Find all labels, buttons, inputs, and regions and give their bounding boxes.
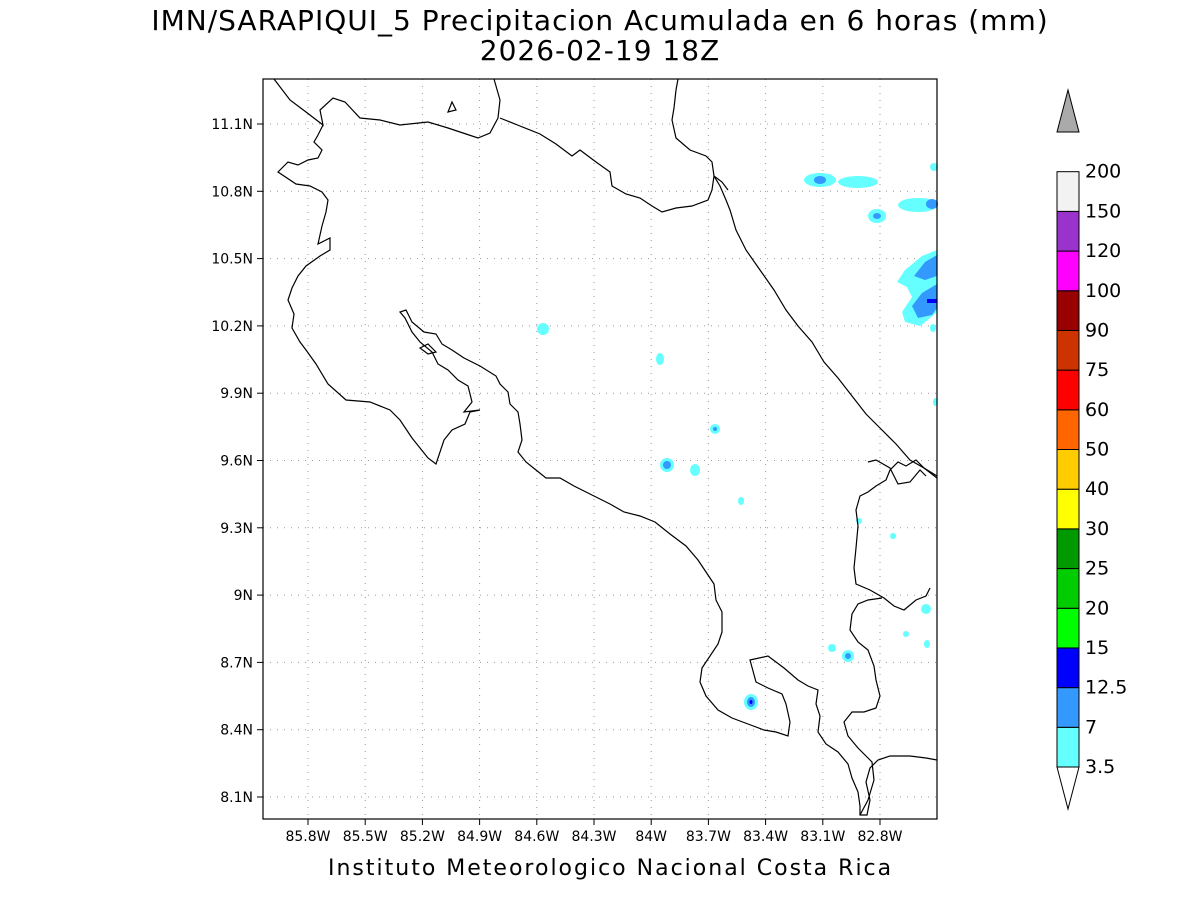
colorbar-level-label: 20 xyxy=(1085,597,1109,619)
lon-tick-label: 84.3W xyxy=(571,829,616,845)
colorbar-segment xyxy=(1056,369,1080,411)
caribbean-coastline xyxy=(671,78,938,479)
precip-cell xyxy=(924,640,930,648)
lat-tick-label: 10.2N xyxy=(211,319,253,335)
precip-cell xyxy=(927,299,937,303)
plot-title: IMN/SARAPIQUI_5 Precipitacion Acumulada … xyxy=(151,4,1049,37)
precip-cell xyxy=(926,199,938,209)
lat-tick-label: 10.8N xyxy=(211,184,253,200)
colorbar-under-triangle xyxy=(1056,766,1080,811)
colorbar-level-label: 120 xyxy=(1085,240,1121,262)
footer-credit: Instituto Meteorologico Nacional Costa R… xyxy=(328,856,894,881)
colorbar-legend: 3.5 7 12.5 15 20 25 30 40 50 60 75 90 100 120 150 200 xyxy=(1056,88,1127,811)
coastlines-and-borders xyxy=(273,78,938,816)
colorbar-segment xyxy=(1056,409,1080,450)
colorbar-level-label: 25 xyxy=(1085,558,1109,580)
lat-tick-label: 8.7N xyxy=(220,655,253,671)
lon-tick-label: 84.9W xyxy=(457,829,502,845)
lat-tick-label: 10.5N xyxy=(211,252,253,268)
lat-tick-label: 8.4N xyxy=(220,723,253,739)
lat-tick-label: 9.6N xyxy=(220,454,253,470)
lon-tick-label: 84.6W xyxy=(514,829,559,845)
colorbar-segment xyxy=(1056,171,1080,212)
lat-tick-label: 8.1N xyxy=(220,790,253,806)
precip-cell xyxy=(933,398,937,406)
pacific-coastline xyxy=(273,78,501,139)
lon-tick-label: 84W xyxy=(635,829,667,845)
precip-cell xyxy=(656,353,664,365)
precip-cell xyxy=(890,533,896,539)
colorbar-segment xyxy=(1056,568,1080,609)
colorbar-level-label: 15 xyxy=(1085,637,1109,659)
precip-cell xyxy=(930,163,938,171)
longitude-axis: 85.8W 85.5W 85.2W 84.9W 84.6W 84.3W 84W 83.7W 83… xyxy=(285,819,903,845)
colorbar-segment xyxy=(1056,250,1080,292)
lon-tick-label: 85.2W xyxy=(400,829,445,845)
colorbar-level-label: 30 xyxy=(1085,518,1109,540)
precip-cell xyxy=(738,497,744,505)
precip-cell xyxy=(838,176,878,188)
lat-tick-label: 11.1N xyxy=(211,117,253,133)
colorbar-segment xyxy=(1056,726,1080,768)
panama-border xyxy=(853,459,938,611)
colorbar-segment xyxy=(1056,210,1080,252)
precip-cell xyxy=(663,461,671,469)
colorbar-segment xyxy=(1056,687,1080,728)
colorbar-level-label: 75 xyxy=(1085,359,1109,381)
precip-cell xyxy=(537,323,549,335)
precipitation-shading xyxy=(537,163,938,710)
precip-cell xyxy=(903,631,909,637)
colorbar-segment xyxy=(1056,528,1080,570)
precip-cell xyxy=(912,284,937,318)
lat-tick-label: 9.3N xyxy=(220,521,253,537)
lon-tick-label: 85.8W xyxy=(285,829,330,845)
lon-tick-label: 83.1W xyxy=(800,829,845,845)
plot-subtitle-datetime: 2026-02-19 18Z xyxy=(479,34,721,67)
colorbar-segment xyxy=(1056,607,1080,649)
lat-tick-label: 9N xyxy=(234,588,253,604)
colorbar-segment xyxy=(1056,488,1080,530)
gridlines xyxy=(263,79,937,819)
map-panel: 85.8W 85.5W 85.2W 84.9W 84.6W 84.3W 84W 83.7W 83… xyxy=(211,78,938,845)
colorbar-level-label: 12.5 xyxy=(1085,677,1127,699)
precip-cell xyxy=(921,604,931,614)
lon-tick-label: 83.4W xyxy=(743,829,788,845)
colorbar-level-label: 40 xyxy=(1085,478,1109,500)
precip-cell xyxy=(828,644,836,652)
lon-tick-label: 85.5W xyxy=(343,829,388,845)
panama-coastline xyxy=(867,459,927,485)
colorbar-level-label: 100 xyxy=(1085,280,1121,302)
latitude-axis: 11.1N 10.8N 10.5N 10.2N 9.9N 9.6N 9.3N 9N 8.7N 8.… xyxy=(211,117,263,806)
colorbar-over-triangle xyxy=(1056,88,1080,133)
colorbar-level-label: 7 xyxy=(1085,716,1097,738)
island-outline xyxy=(418,343,438,355)
colorbar-level-label: 50 xyxy=(1085,439,1109,461)
precip-cell xyxy=(814,176,826,184)
lon-tick-label: 82.8W xyxy=(857,829,902,845)
precip-cell xyxy=(690,464,700,476)
colorbar-level-label: 3.5 xyxy=(1085,756,1115,778)
nicaragua-border-north xyxy=(499,117,729,213)
precip-cell xyxy=(914,255,937,280)
nicaragua-border xyxy=(277,124,938,816)
colorbar-segment xyxy=(1056,290,1080,331)
panama-coast-south xyxy=(843,597,883,816)
precip-cell xyxy=(873,213,881,219)
lon-tick-label: 83.7W xyxy=(686,829,731,845)
precip-cell xyxy=(713,427,717,431)
colorbar-level-label: 60 xyxy=(1085,399,1109,421)
precip-cell xyxy=(749,700,753,704)
colorbar-level-label: 90 xyxy=(1085,319,1109,341)
colorbar-level-label: 200 xyxy=(1085,161,1121,183)
colorbar-segment xyxy=(1056,329,1080,371)
colorbar-level-label: 150 xyxy=(1085,200,1121,222)
precip-cell xyxy=(930,324,936,332)
island-outline xyxy=(447,100,457,113)
lat-tick-label: 9.9N xyxy=(220,386,253,402)
precip-cell xyxy=(845,653,851,659)
map-frame xyxy=(262,78,938,820)
colorbar-segment xyxy=(1056,449,1080,490)
colorbar-segment xyxy=(1056,647,1080,689)
